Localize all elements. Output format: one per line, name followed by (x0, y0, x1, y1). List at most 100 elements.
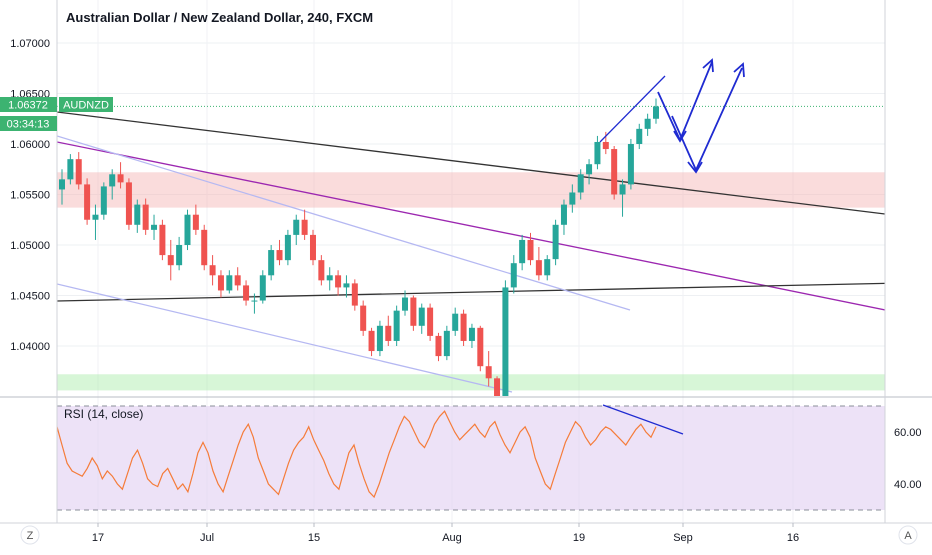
candle-bearish (494, 376, 501, 396)
candle-bearish (360, 300, 367, 336)
last-price-badge: 1.06372 03:34:13 AUDNZD (0, 97, 113, 131)
candle-bearish (192, 204, 199, 235)
candle-body (385, 325, 392, 341)
candle-bearish (142, 198, 149, 235)
rsi-axis[interactable]: 60.00 40.00 (894, 427, 922, 491)
arrowhead-icon (733, 62, 745, 78)
candle-bullish (502, 280, 509, 396)
candle-bullish (284, 229, 291, 266)
candle-body (627, 144, 634, 185)
candle-body (619, 184, 626, 195)
time-tick-label: Aug (442, 532, 462, 544)
candle-bullish (184, 209, 191, 251)
projection-path-lower[interactable] (671, 67, 743, 173)
candle-body (494, 378, 501, 396)
candle-bearish (309, 229, 316, 266)
time-axis[interactable]: 17 Jul 15 Aug 19 Sep 16 (92, 523, 799, 544)
candle-bullish (402, 290, 409, 316)
purple-trendline[interactable] (57, 141, 915, 316)
candle-body (653, 106, 659, 119)
timezone-button[interactable] (20, 525, 40, 545)
candle-body (100, 186, 107, 215)
price-tick-label: 1.04000 (10, 341, 50, 353)
candle-bearish (485, 351, 492, 387)
candle-bearish (535, 247, 542, 281)
auto-scale-label: A (904, 530, 912, 542)
annotation-wedge-line[interactable] (599, 75, 666, 143)
horizontal-trendline[interactable] (57, 282, 885, 302)
channel-upper-line[interactable] (57, 135, 631, 311)
price-tick-label: 1.05500 (10, 190, 50, 202)
candle-bullish (468, 323, 475, 349)
candle-body (201, 229, 208, 266)
candle-body (67, 159, 74, 180)
chart-title: Australian Dollar / New Zealand Dollar, … (66, 10, 373, 25)
candle-bullish (59, 169, 65, 205)
candle-body (167, 255, 174, 266)
dark-trendline-descending[interactable] (57, 111, 885, 215)
price-tick-label: 1.04500 (10, 291, 50, 303)
candle-body (519, 239, 526, 264)
candle-body (318, 260, 325, 281)
candle-body (477, 327, 484, 367)
candle-bearish (611, 146, 618, 200)
candle-body (460, 313, 467, 341)
candle-bullish (92, 204, 99, 240)
candle-body (251, 300, 258, 302)
candle-bearish (335, 270, 342, 296)
time-tick-label: 19 (573, 532, 585, 544)
candle-bullish (552, 219, 559, 266)
candle-body (243, 285, 250, 301)
candle-body (192, 214, 199, 230)
time-tick-label: 15 (308, 532, 320, 544)
channel-lower-line[interactable] (57, 283, 513, 393)
candle-body (452, 313, 459, 331)
rsi-tick-label: 40.00 (894, 479, 922, 491)
symbol-label: AUDNZD (63, 100, 109, 112)
candle-bullish (452, 307, 459, 336)
candle-body (309, 234, 316, 261)
candle-bullish (251, 293, 258, 314)
candle-body (84, 184, 91, 220)
candle-bullish (226, 270, 233, 294)
candle-bearish (385, 315, 392, 346)
candle-bearish (527, 232, 534, 266)
level-zone[interactable] (57, 172, 885, 208)
candle-bullish (586, 159, 593, 185)
auto-scale-button[interactable] (898, 525, 918, 545)
rsi-line (57, 410, 657, 499)
price-tick-label: 1.06000 (10, 139, 50, 151)
candle-body (209, 265, 216, 276)
time-tick-label: 17 (92, 532, 104, 544)
candle-bearish (427, 303, 434, 341)
arrowhead-icon (687, 161, 703, 174)
candle-body (293, 219, 300, 235)
last-price-label: 1.06372 (8, 100, 48, 112)
candle-body (184, 214, 191, 245)
candle-bullish (151, 214, 158, 240)
candle-body (410, 297, 417, 326)
candle-body (125, 182, 132, 225)
candle-bullish (393, 305, 400, 346)
candle-bullish (644, 113, 651, 136)
candle-bullish (100, 182, 107, 220)
candle-body (109, 174, 116, 187)
candle-body (343, 283, 350, 288)
candle-bearish (351, 279, 358, 311)
candle-bullish (268, 245, 275, 281)
candle-bullish (134, 199, 141, 233)
candle-body (176, 245, 183, 266)
candle-body (217, 275, 224, 291)
candle-body (142, 204, 149, 230)
arrowhead-icon (702, 58, 714, 73)
candle-body (569, 192, 576, 205)
candle-bearish (201, 224, 208, 271)
candles (59, 98, 659, 396)
candle-body (560, 204, 567, 225)
candle-bearish (159, 219, 166, 261)
candle-body (234, 275, 241, 286)
rsi-divergence-line[interactable] (602, 404, 684, 435)
candle-body (594, 141, 601, 165)
candle-body (636, 128, 643, 144)
